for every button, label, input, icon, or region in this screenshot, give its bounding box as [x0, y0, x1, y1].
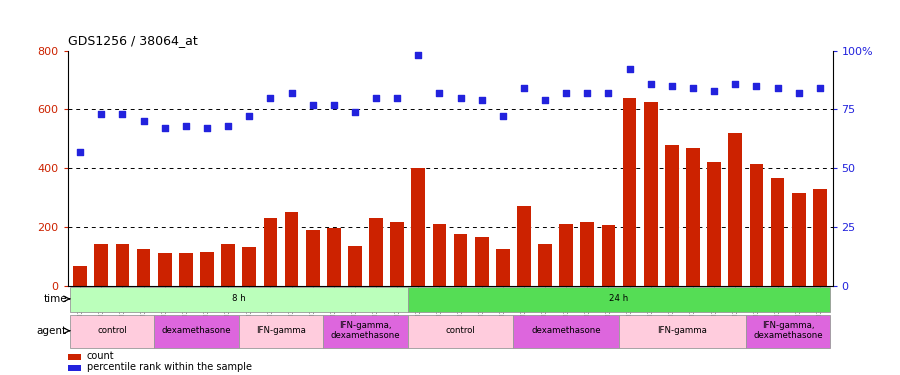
Bar	[513, 315, 619, 348]
Bar	[560, 224, 573, 285]
Bar	[408, 286, 831, 312]
Point	[369, 94, 383, 100]
Text: control: control	[446, 326, 475, 335]
Bar	[154, 315, 238, 348]
Text: 8 h: 8 h	[232, 294, 246, 303]
Point	[263, 94, 277, 100]
Point	[517, 85, 531, 91]
Bar	[69, 315, 154, 348]
Point	[178, 123, 193, 129]
Text: percentile rank within the sample: percentile rank within the sample	[86, 362, 252, 372]
Bar	[538, 244, 552, 285]
Point	[623, 66, 637, 72]
Text: count: count	[86, 351, 114, 361]
Text: IFN-gamma,
dexamethasone: IFN-gamma, dexamethasone	[330, 321, 400, 340]
Bar	[369, 218, 382, 285]
Bar	[94, 244, 108, 285]
Point	[644, 81, 658, 87]
Point	[580, 90, 595, 96]
Text: 24 h: 24 h	[609, 294, 629, 303]
Text: GDS1256 / 38064_at: GDS1256 / 38064_at	[68, 34, 197, 47]
Bar	[238, 315, 323, 348]
Point	[305, 102, 320, 108]
Point	[158, 125, 172, 131]
Point	[728, 81, 742, 87]
Bar	[580, 222, 594, 285]
Bar	[73, 267, 87, 285]
Bar	[623, 98, 636, 285]
Point	[390, 94, 404, 100]
Text: dexamethasone: dexamethasone	[162, 326, 231, 335]
Bar	[707, 162, 721, 285]
Point	[813, 85, 827, 91]
Point	[749, 83, 763, 89]
Bar	[518, 206, 531, 285]
Bar	[728, 133, 742, 285]
Point	[347, 109, 362, 115]
Point	[665, 83, 680, 89]
Text: control: control	[97, 326, 127, 335]
Point	[496, 113, 510, 119]
Point	[94, 111, 109, 117]
Point	[115, 111, 130, 117]
Bar	[264, 218, 277, 285]
Bar	[750, 164, 763, 285]
Point	[411, 53, 426, 58]
Bar	[348, 246, 362, 285]
Point	[327, 102, 341, 108]
Point	[474, 97, 489, 103]
Point	[137, 118, 151, 124]
Point	[707, 88, 722, 94]
Bar	[327, 228, 340, 285]
Point	[770, 85, 785, 91]
Point	[791, 90, 806, 96]
Bar	[242, 248, 256, 285]
Point	[601, 90, 616, 96]
Bar	[433, 224, 446, 285]
Bar	[644, 102, 658, 285]
Point	[73, 148, 87, 154]
Bar	[68, 365, 81, 371]
Bar	[686, 147, 700, 285]
Bar	[454, 234, 467, 285]
Point	[242, 113, 256, 119]
Bar	[475, 237, 489, 285]
Bar	[792, 193, 806, 285]
Text: time: time	[43, 294, 67, 304]
Bar	[411, 168, 425, 285]
Bar	[323, 315, 408, 348]
Text: dexamethasone: dexamethasone	[531, 326, 601, 335]
Point	[538, 97, 553, 103]
Point	[220, 123, 235, 129]
Point	[284, 90, 299, 96]
Point	[559, 90, 573, 96]
Text: IFN-gamma: IFN-gamma	[658, 326, 707, 335]
Bar	[746, 315, 831, 348]
Point	[432, 90, 446, 96]
Bar	[115, 244, 130, 285]
Text: IFN-gamma,
dexamethasone: IFN-gamma, dexamethasone	[753, 321, 823, 340]
Bar	[68, 354, 81, 360]
Bar	[770, 178, 785, 285]
Bar	[601, 225, 616, 285]
Bar	[137, 249, 150, 285]
Point	[686, 85, 700, 91]
Bar	[665, 145, 679, 285]
Bar	[200, 252, 214, 285]
Text: agent: agent	[37, 326, 67, 336]
Bar	[69, 286, 408, 312]
Point	[200, 125, 214, 131]
Bar	[496, 249, 509, 285]
Bar	[221, 244, 235, 285]
Bar	[284, 212, 299, 285]
Bar	[813, 189, 827, 285]
Bar	[158, 253, 172, 285]
Point	[454, 94, 468, 100]
Bar	[179, 253, 193, 285]
Bar	[391, 222, 404, 285]
Bar	[408, 315, 513, 348]
Bar	[619, 315, 746, 348]
Text: IFN-gamma: IFN-gamma	[256, 326, 306, 335]
Bar	[306, 230, 319, 285]
